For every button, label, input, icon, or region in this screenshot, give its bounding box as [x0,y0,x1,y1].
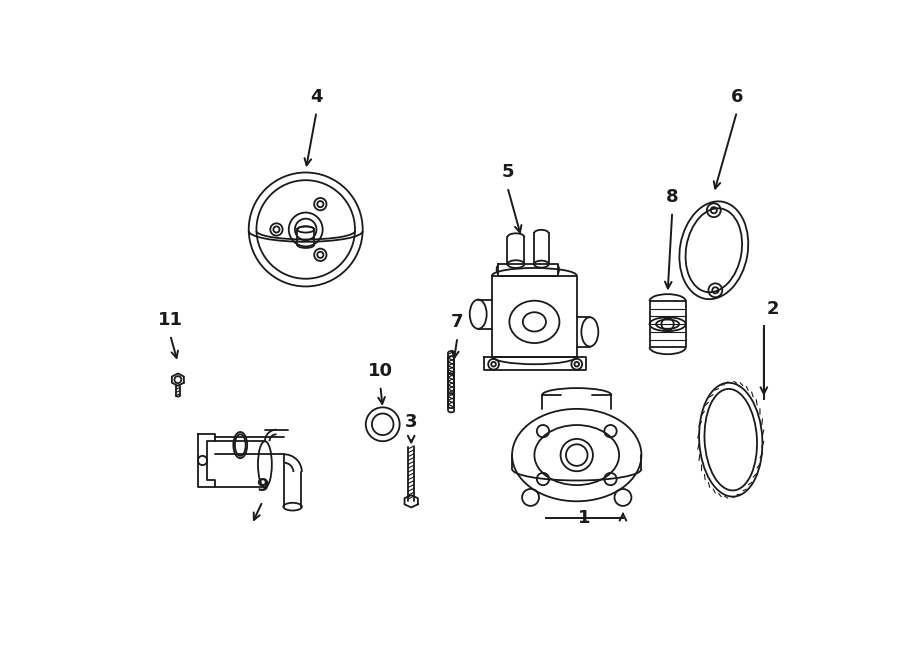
Text: 8: 8 [666,188,679,206]
Text: 4: 4 [310,87,323,106]
Text: 11: 11 [158,311,183,329]
Text: 1: 1 [578,510,590,527]
Text: 7: 7 [451,313,464,331]
Text: 9: 9 [256,477,269,495]
Text: 2: 2 [767,300,779,318]
Text: 5: 5 [501,163,514,181]
Text: 3: 3 [405,413,418,431]
Text: 10: 10 [368,362,393,379]
Text: 6: 6 [731,87,743,106]
